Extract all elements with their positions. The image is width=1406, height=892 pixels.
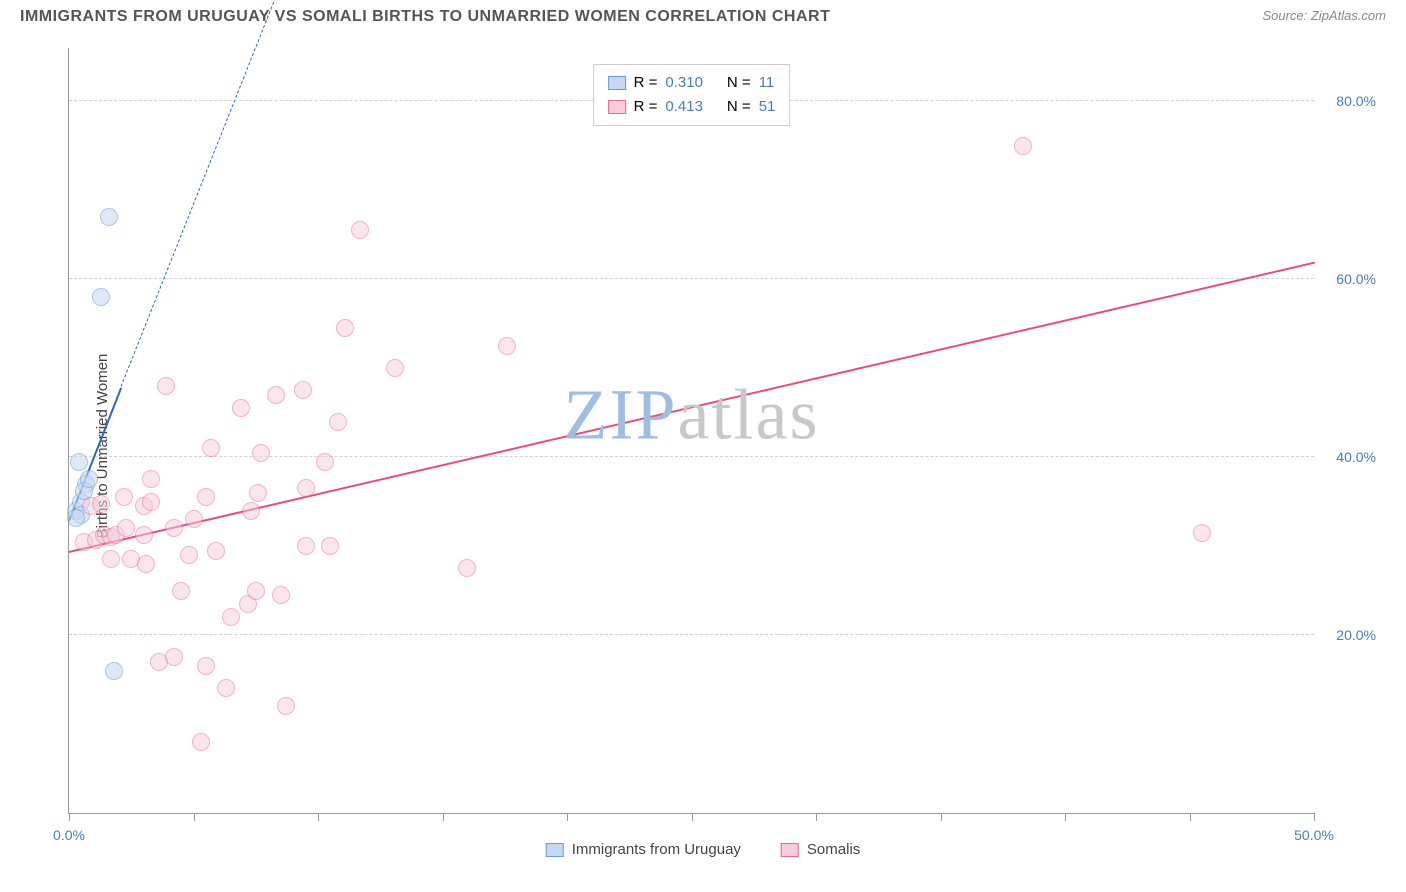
data-point — [105, 662, 123, 680]
data-point — [217, 679, 235, 697]
chart-container: Births to Unmarried Women ZIPatlas R = 0… — [20, 30, 1386, 862]
data-point — [115, 488, 133, 506]
series-legend: Immigrants from Uruguay Somalis — [546, 841, 861, 858]
n-value-somalis: 51 — [759, 95, 776, 119]
r-value-somalis: 0.413 — [665, 95, 703, 119]
data-point — [142, 493, 160, 511]
data-point — [272, 586, 290, 604]
source-attribution: Source: ZipAtlas.com — [1262, 8, 1386, 23]
gridline — [69, 278, 1314, 279]
data-point — [92, 495, 110, 513]
data-point — [232, 399, 250, 417]
r-value-uruguay: 0.310 — [665, 71, 703, 95]
gridline — [69, 634, 1314, 635]
data-point — [458, 559, 476, 577]
data-point — [267, 386, 285, 404]
data-point — [135, 526, 153, 544]
data-point — [1014, 137, 1032, 155]
data-point — [249, 484, 267, 502]
data-point — [117, 519, 135, 537]
x-tick — [69, 813, 70, 821]
data-point — [80, 470, 98, 488]
data-point — [498, 337, 516, 355]
data-point — [197, 488, 215, 506]
data-point — [67, 509, 85, 527]
data-point — [207, 542, 225, 560]
data-point — [197, 657, 215, 675]
swatch-uruguay — [546, 843, 564, 857]
data-point — [222, 608, 240, 626]
data-point — [297, 537, 315, 555]
y-tick-label: 60.0% — [1321, 271, 1376, 287]
data-point — [336, 319, 354, 337]
data-point — [70, 453, 88, 471]
x-tick — [1190, 813, 1191, 821]
n-label: N = — [727, 95, 751, 119]
data-point — [316, 453, 334, 471]
data-point — [252, 444, 270, 462]
x-tick — [941, 813, 942, 821]
n-value-uruguay: 11 — [759, 71, 775, 95]
legend-label-somalis: Somalis — [807, 841, 860, 858]
data-point — [172, 582, 190, 600]
y-tick-label: 40.0% — [1321, 449, 1376, 465]
x-tick — [194, 813, 195, 821]
x-tick — [443, 813, 444, 821]
y-tick-label: 20.0% — [1321, 627, 1376, 643]
legend-item-uruguay: Immigrants from Uruguay — [546, 841, 741, 858]
data-point — [142, 470, 160, 488]
x-tick-label: 0.0% — [53, 827, 85, 843]
data-point — [157, 377, 175, 395]
chart-title: IMMIGRANTS FROM URUGUAY VS SOMALI BIRTHS… — [20, 8, 830, 26]
x-tick — [567, 813, 568, 821]
data-point — [247, 582, 265, 600]
legend-row-somalis: R = 0.413 N = 51 — [608, 95, 776, 119]
data-point — [321, 537, 339, 555]
source-value: ZipAtlas.com — [1311, 8, 1386, 23]
r-label: R = — [634, 95, 658, 119]
data-point — [102, 550, 120, 568]
swatch-somalis — [608, 100, 626, 114]
data-point — [297, 479, 315, 497]
n-label: N = — [727, 71, 751, 95]
trend-line — [121, 0, 299, 387]
data-point — [277, 697, 295, 715]
x-tick — [692, 813, 693, 821]
legend-item-somalis: Somalis — [781, 841, 860, 858]
data-point — [180, 546, 198, 564]
legend-row-uruguay: R = 0.310 N = 11 — [608, 71, 776, 95]
data-point — [329, 413, 347, 431]
data-point — [185, 510, 203, 528]
data-point — [351, 221, 369, 239]
data-point — [100, 208, 118, 226]
x-tick — [318, 813, 319, 821]
correlation-legend: R = 0.310 N = 11 R = 0.413 N = 51 — [593, 64, 791, 126]
data-point — [137, 555, 155, 573]
watermark-atlas: atlas — [678, 375, 820, 455]
data-point — [1193, 524, 1211, 542]
x-tick — [816, 813, 817, 821]
swatch-uruguay — [608, 76, 626, 90]
data-point — [192, 733, 210, 751]
r-label: R = — [634, 71, 658, 95]
source-label: Source: — [1262, 8, 1310, 23]
legend-label-uruguay: Immigrants from Uruguay — [572, 841, 741, 858]
data-point — [242, 502, 260, 520]
x-tick — [1314, 813, 1315, 821]
x-tick — [1065, 813, 1066, 821]
swatch-somalis — [781, 843, 799, 857]
data-point — [165, 519, 183, 537]
y-tick-label: 80.0% — [1321, 93, 1376, 109]
data-point — [165, 648, 183, 666]
data-point — [202, 439, 220, 457]
data-point — [294, 381, 312, 399]
plot-area: ZIPatlas R = 0.310 N = 11 R = 0.413 N = … — [68, 48, 1314, 814]
x-tick-label: 50.0% — [1294, 827, 1334, 843]
data-point — [386, 359, 404, 377]
data-point — [92, 288, 110, 306]
